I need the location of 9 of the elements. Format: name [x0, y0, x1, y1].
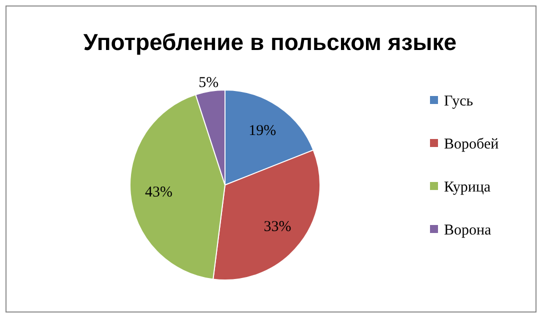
legend-label: Ворона [444, 222, 492, 238]
data-label: 5% [198, 75, 219, 92]
legend-label: Курица [444, 179, 491, 196]
data-label: 19% [248, 123, 276, 140]
data-label: 33% [264, 219, 292, 236]
legend-label: Гусь [444, 93, 474, 110]
chart-title: Употребление в польском языке [83, 29, 457, 55]
legend-label: Воробей [444, 136, 499, 152]
data-label: 43% [145, 184, 173, 201]
